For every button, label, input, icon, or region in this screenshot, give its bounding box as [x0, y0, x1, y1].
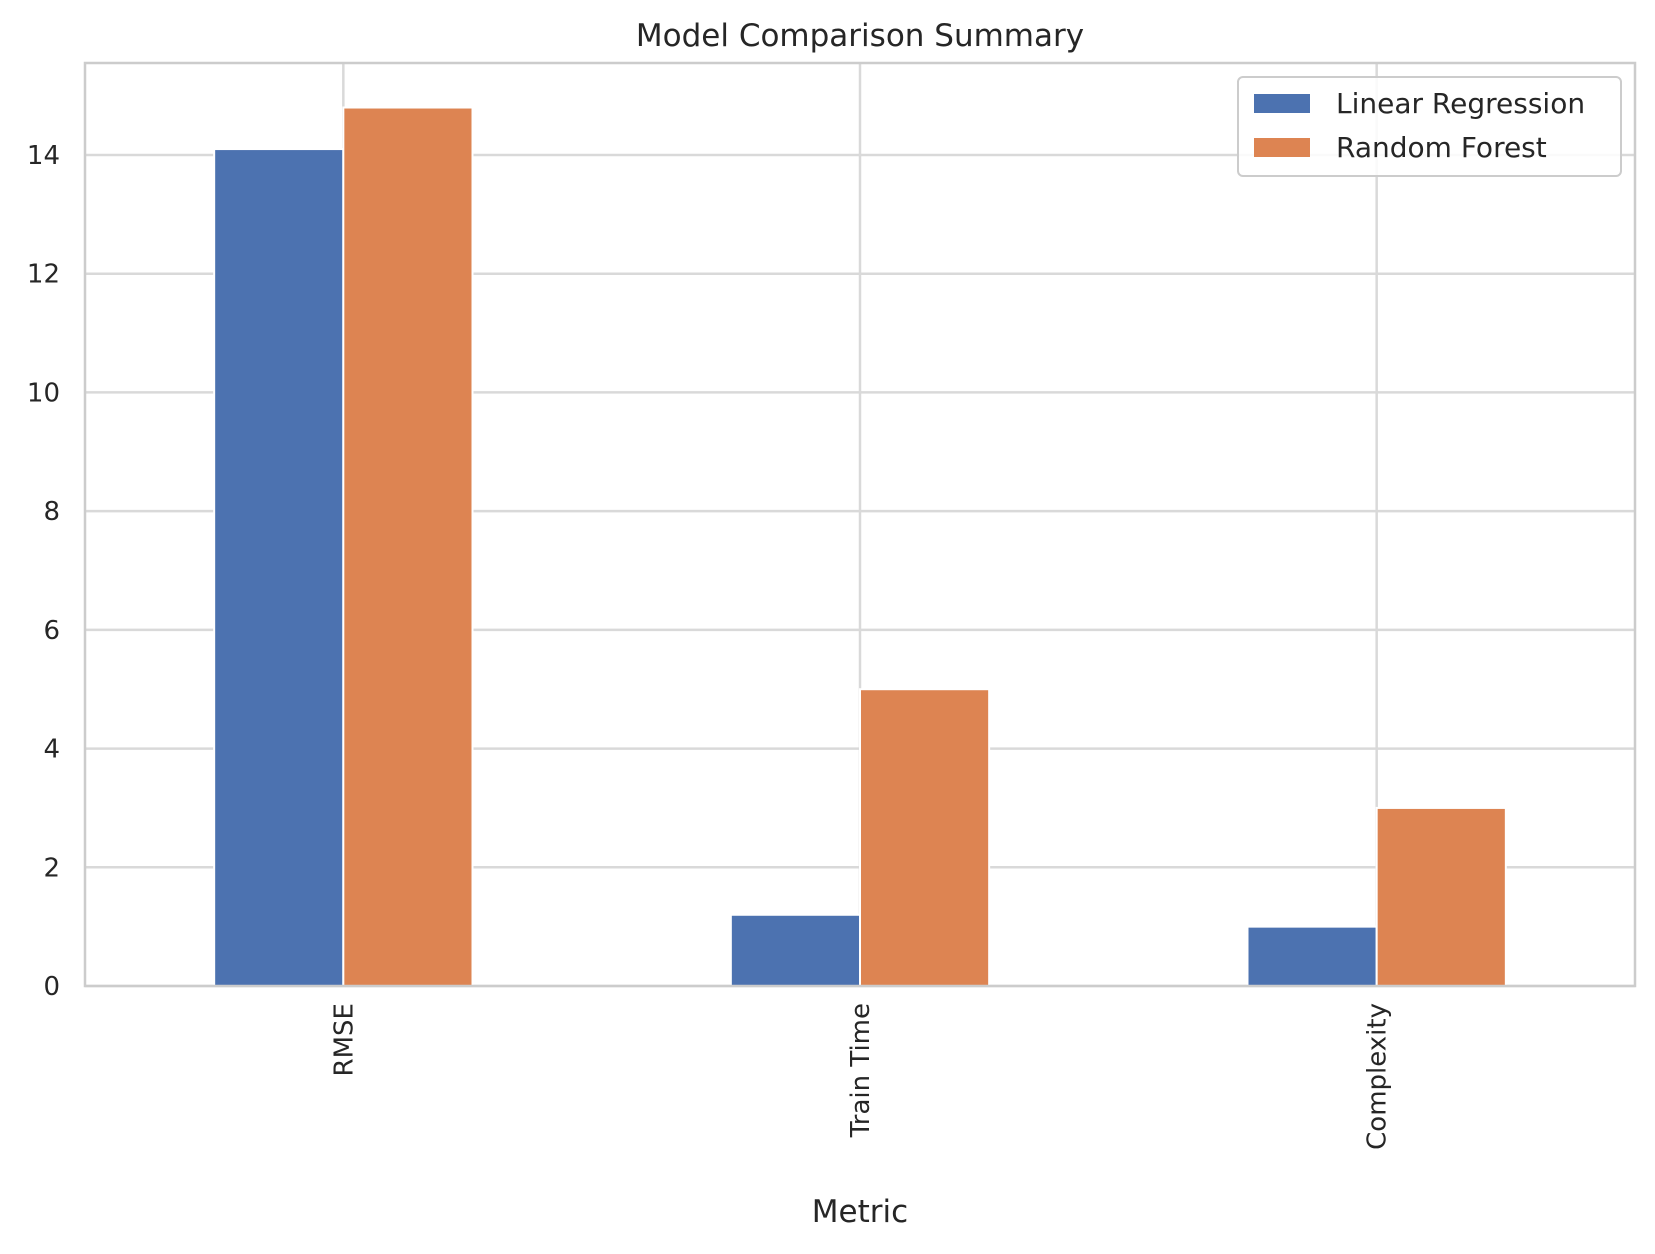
y-tick-label: 4: [43, 735, 60, 765]
legend-label: Linear Regression: [1336, 87, 1585, 120]
x-tick-labels: RMSE Train Time Complexity: [329, 1003, 1392, 1150]
y-tick-label: 10: [27, 378, 60, 408]
bar-random-forest-train-time: [859, 688, 991, 988]
x-tick-label: Train Time: [846, 1003, 876, 1138]
bar-random-forest-rmse: [342, 106, 474, 987]
bar-random-forest-complexity: [1375, 806, 1507, 987]
y-tick-label: 12: [27, 260, 60, 290]
y-tick-label: 2: [43, 853, 60, 883]
y-tick-label: 6: [43, 616, 60, 646]
y-tick-label: 14: [27, 141, 60, 171]
legend-swatch: [1254, 94, 1310, 113]
x-tick-label: Complexity: [1363, 1003, 1393, 1150]
bar-linear-regression-train-time: [729, 913, 861, 988]
bar-linear-regression-rmse: [213, 148, 345, 988]
x-tick-label: RMSE: [329, 1003, 359, 1076]
chart-title: Model Comparison Summary: [636, 18, 1084, 54]
legend-label: Random Forest: [1336, 131, 1547, 164]
y-tick-labels: 0 2 4 6 8 10 12 14: [27, 141, 60, 1002]
y-tick-label: 8: [43, 497, 60, 527]
bar-linear-regression-complexity: [1246, 925, 1378, 987]
legend-swatch: [1254, 138, 1310, 157]
legend-box: [1237, 76, 1622, 177]
plot-frame: [83, 61, 1637, 988]
y-tick-label: 0: [43, 972, 60, 1002]
bars: [213, 106, 1507, 988]
legend: Linear Regression Random Forest: [1237, 76, 1622, 177]
x-axis-label: Metric: [812, 1194, 908, 1230]
